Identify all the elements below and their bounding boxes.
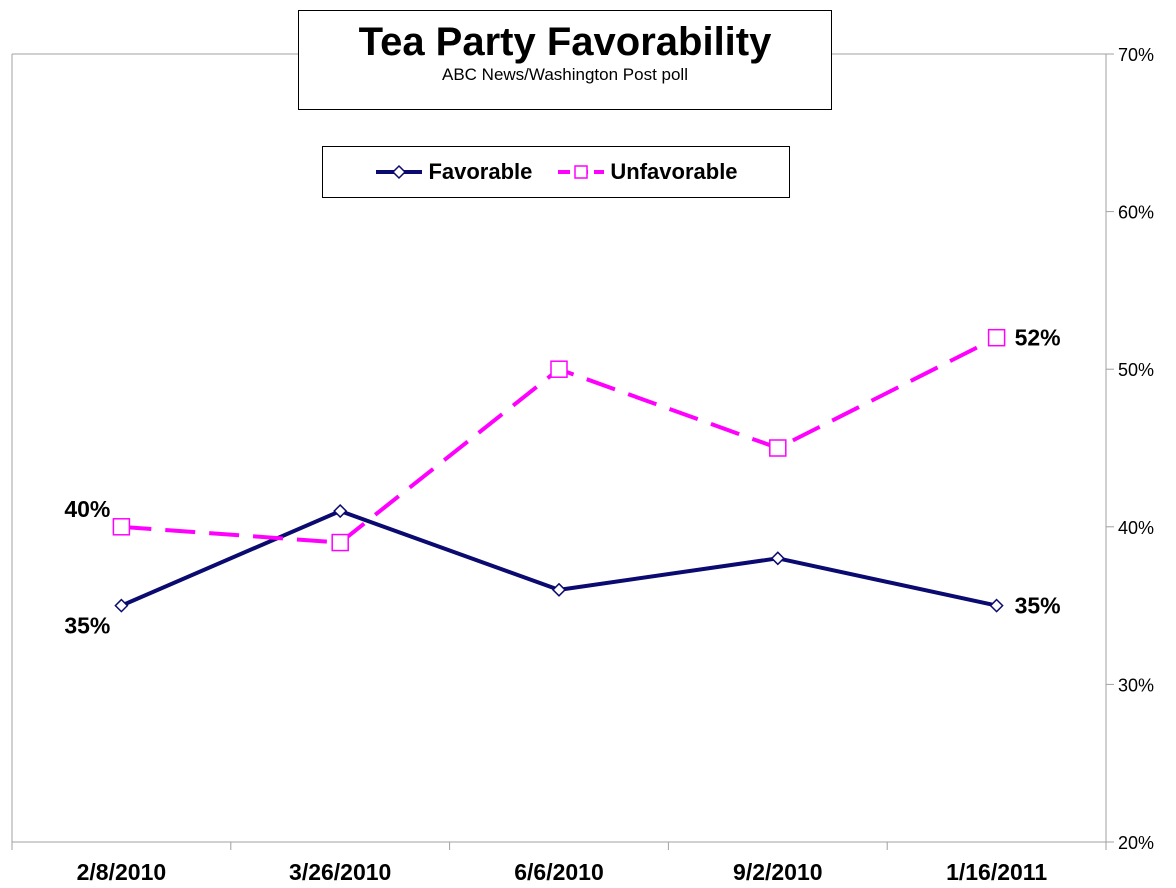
y-tick-label: 60% xyxy=(1118,203,1154,223)
y-tick-label: 20% xyxy=(1118,833,1154,853)
point-unfavorable xyxy=(331,533,349,552)
point-unfavorable xyxy=(112,518,131,536)
y-tick-label: 40% xyxy=(1118,518,1154,538)
point-favorable xyxy=(770,551,785,566)
chart-subtitle: ABC News/Washington Post poll xyxy=(442,65,688,84)
data-label: 40% xyxy=(64,496,110,522)
point-favorable xyxy=(989,598,1004,613)
x-tick-label: 1/16/2011 xyxy=(946,859,1047,885)
data-labels: 35% 35% 40% 52% xyxy=(64,325,1060,639)
series-layer xyxy=(112,328,1006,613)
data-label: 35% xyxy=(1015,593,1061,619)
legend-item-unfavorable: Unfavorable xyxy=(556,159,738,185)
point-favorable xyxy=(114,598,129,613)
legend: Favorable Unfavorable xyxy=(322,146,790,198)
y-tick-label: 50% xyxy=(1118,360,1154,380)
axes: 2/8/2010 3/26/2010 6/6/2010 9/2/2010 1/16/20… xyxy=(11,45,1154,885)
point-unfavorable xyxy=(550,360,568,378)
data-label: 52% xyxy=(1015,325,1061,351)
x-tick-label: 2/8/2010 xyxy=(77,859,167,885)
x-tick-label: 3/26/2010 xyxy=(289,859,391,885)
y-tick-label: 30% xyxy=(1118,675,1154,695)
chart-title: Tea Party Favorability xyxy=(358,20,772,64)
point-favorable xyxy=(333,503,348,519)
point-favorable xyxy=(551,582,567,597)
legend-item-favorable: Favorable xyxy=(374,159,532,185)
data-label: 35% xyxy=(64,613,110,639)
legend-label-unfavorable: Unfavorable xyxy=(610,159,738,184)
point-unfavorable xyxy=(769,439,787,457)
point-unfavorable xyxy=(987,328,1006,347)
x-tick-label: 6/6/2010 xyxy=(514,859,604,885)
legend-unfavorable-swatch xyxy=(558,165,605,179)
legend-favorable-swatch xyxy=(376,164,423,180)
x-tick-label: 9/2/2010 xyxy=(733,859,823,885)
chart-title-box: Tea Party Favorability ABC News/Washingt… xyxy=(298,10,832,110)
legend-label-favorable: Favorable xyxy=(428,159,533,184)
y-tick-label: 70% xyxy=(1118,45,1154,65)
